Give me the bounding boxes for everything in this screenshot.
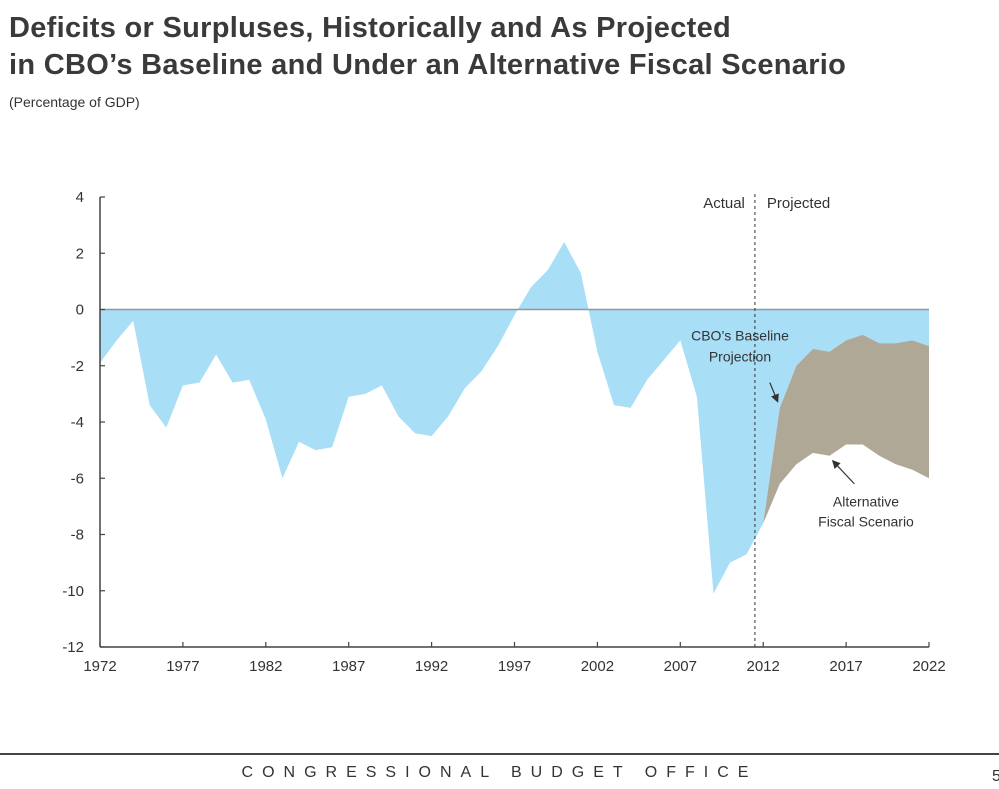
x-tick-label: 2012 (747, 658, 780, 675)
alternative-annotation-text: Fiscal Scenario (818, 513, 914, 529)
baseline-annotation-text: CBO’s Baseline (691, 327, 789, 343)
y-tick-label: -8 (71, 527, 84, 544)
chart-title: Deficits or Surpluses, Historically and … (9, 10, 846, 84)
y-tick-label: -4 (71, 414, 84, 431)
alternative-annotation-text: Alternative (833, 493, 899, 509)
alternative-area (763, 334, 929, 524)
y-tick-label: 0 (76, 302, 84, 319)
x-tick-label: 2017 (829, 658, 862, 675)
labels-layer: 4 2 0 -2 -4 -6 -8 -10 -12 1972 1977 1982 1987 1992 199… (62, 189, 945, 675)
areas-layer (100, 242, 929, 594)
chart-title-line-1: Deficits or Surpluses, Historically and … (9, 12, 732, 44)
baseline-annotation-arrow (769, 382, 779, 403)
y-tick-label: -2 (71, 358, 84, 375)
x-tick-label: 2022 (912, 658, 945, 675)
y-tick-label: -12 (62, 639, 84, 656)
x-tick-label: 1997 (498, 658, 531, 675)
baseline-annotation-text: Projection (709, 348, 771, 364)
y-tick-label: 2 (76, 245, 84, 262)
page-number: 5 (992, 768, 999, 785)
chart-title-line-2: in CBO’s Baseline and Under an Alternati… (9, 49, 847, 81)
chart-subtitle: (Percentage of GDP) (9, 94, 140, 110)
alternative-annotation-arrow (831, 459, 855, 485)
x-tick-label: 1982 (249, 658, 282, 675)
x-tick-label: 1977 (166, 658, 199, 675)
x-tick-label: 1992 (415, 658, 448, 675)
axes-layer (99, 194, 930, 648)
projected-label: Projected (767, 195, 830, 212)
y-tick-label: 4 (76, 189, 84, 206)
baseline-area (100, 242, 929, 594)
y-tick-label: -10 (62, 583, 84, 600)
y-tick-label: -6 (71, 470, 84, 487)
x-tick-label: 2007 (664, 658, 697, 675)
x-tick-label: 1972 (83, 658, 116, 675)
actual-label: Actual (703, 195, 745, 212)
footer-organization: CONGRESSIONAL BUDGET OFFICE (241, 764, 758, 781)
footer-divider (0, 753, 999, 755)
x-tick-label: 1987 (332, 658, 365, 675)
x-tick-label: 2002 (581, 658, 614, 675)
